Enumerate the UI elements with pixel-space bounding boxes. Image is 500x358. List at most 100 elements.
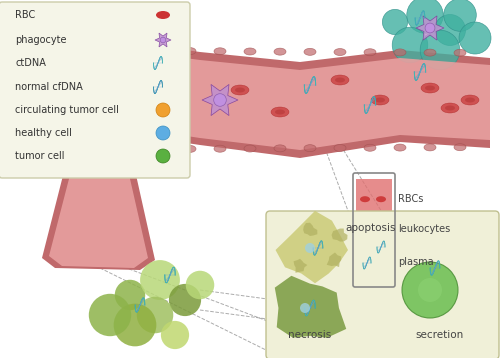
Circle shape bbox=[186, 271, 214, 299]
Circle shape bbox=[382, 9, 407, 35]
Ellipse shape bbox=[274, 48, 286, 55]
Circle shape bbox=[300, 303, 310, 313]
Circle shape bbox=[214, 94, 226, 106]
Polygon shape bbox=[20, 38, 490, 158]
Ellipse shape bbox=[376, 196, 386, 202]
Polygon shape bbox=[42, 148, 155, 270]
Circle shape bbox=[140, 260, 180, 300]
Circle shape bbox=[459, 22, 491, 54]
Ellipse shape bbox=[171, 100, 189, 110]
Polygon shape bbox=[276, 211, 348, 283]
Ellipse shape bbox=[461, 95, 479, 105]
Polygon shape bbox=[332, 228, 347, 242]
Ellipse shape bbox=[34, 146, 46, 153]
Ellipse shape bbox=[214, 48, 226, 55]
Circle shape bbox=[392, 27, 428, 63]
Ellipse shape bbox=[441, 103, 459, 113]
Polygon shape bbox=[49, 148, 148, 268]
Text: leukocytes: leukocytes bbox=[398, 224, 450, 234]
Text: apoptosis: apoptosis bbox=[345, 223, 396, 233]
Ellipse shape bbox=[156, 11, 170, 19]
Ellipse shape bbox=[175, 102, 185, 107]
Ellipse shape bbox=[465, 97, 475, 102]
Circle shape bbox=[160, 37, 166, 43]
Ellipse shape bbox=[424, 49, 436, 56]
Text: plasma: plasma bbox=[398, 257, 434, 267]
Polygon shape bbox=[294, 259, 308, 273]
Ellipse shape bbox=[51, 105, 69, 115]
Circle shape bbox=[89, 294, 131, 336]
Text: ctDNA: ctDNA bbox=[15, 58, 46, 68]
Ellipse shape bbox=[371, 95, 389, 105]
Polygon shape bbox=[20, 47, 490, 150]
Ellipse shape bbox=[235, 87, 245, 92]
Ellipse shape bbox=[364, 144, 376, 151]
Text: secretion: secretion bbox=[415, 330, 463, 340]
Ellipse shape bbox=[304, 48, 316, 55]
Circle shape bbox=[156, 149, 170, 163]
Ellipse shape bbox=[145, 76, 155, 81]
Text: RBC: RBC bbox=[15, 10, 36, 20]
Ellipse shape bbox=[375, 97, 385, 102]
Circle shape bbox=[156, 103, 170, 117]
Ellipse shape bbox=[244, 145, 256, 152]
FancyBboxPatch shape bbox=[356, 238, 392, 284]
Ellipse shape bbox=[331, 75, 349, 85]
Polygon shape bbox=[326, 252, 341, 267]
Ellipse shape bbox=[334, 49, 346, 55]
FancyBboxPatch shape bbox=[356, 179, 392, 219]
Circle shape bbox=[425, 23, 435, 33]
Ellipse shape bbox=[184, 48, 196, 54]
Circle shape bbox=[407, 0, 443, 33]
Ellipse shape bbox=[275, 110, 285, 115]
Circle shape bbox=[420, 30, 460, 70]
Circle shape bbox=[120, 85, 140, 105]
Circle shape bbox=[444, 0, 476, 31]
Circle shape bbox=[161, 321, 189, 349]
Circle shape bbox=[402, 262, 458, 318]
Ellipse shape bbox=[454, 49, 466, 56]
Circle shape bbox=[156, 126, 170, 140]
Ellipse shape bbox=[64, 47, 76, 54]
Ellipse shape bbox=[64, 146, 76, 153]
Text: phagocyte: phagocyte bbox=[15, 35, 66, 45]
Ellipse shape bbox=[421, 83, 439, 93]
Circle shape bbox=[125, 90, 135, 100]
Ellipse shape bbox=[454, 144, 466, 151]
Ellipse shape bbox=[335, 77, 345, 82]
Circle shape bbox=[136, 297, 173, 333]
Ellipse shape bbox=[394, 144, 406, 151]
Text: tumor cell: tumor cell bbox=[15, 151, 64, 161]
Ellipse shape bbox=[154, 146, 166, 153]
Ellipse shape bbox=[34, 47, 46, 54]
Ellipse shape bbox=[364, 49, 376, 56]
Circle shape bbox=[169, 284, 201, 316]
Ellipse shape bbox=[94, 146, 106, 153]
Circle shape bbox=[115, 280, 145, 310]
Ellipse shape bbox=[124, 146, 136, 153]
Circle shape bbox=[418, 278, 442, 302]
Text: necrosis: necrosis bbox=[288, 330, 331, 340]
Circle shape bbox=[305, 243, 315, 253]
Ellipse shape bbox=[71, 80, 89, 90]
Ellipse shape bbox=[304, 145, 316, 152]
Ellipse shape bbox=[360, 196, 370, 202]
Ellipse shape bbox=[425, 86, 435, 91]
Ellipse shape bbox=[424, 144, 436, 151]
Ellipse shape bbox=[154, 47, 166, 54]
Ellipse shape bbox=[184, 145, 196, 153]
Polygon shape bbox=[275, 276, 346, 338]
Polygon shape bbox=[155, 33, 171, 47]
Ellipse shape bbox=[214, 145, 226, 152]
Ellipse shape bbox=[394, 49, 406, 56]
Text: circulating tumor cell: circulating tumor cell bbox=[15, 105, 119, 115]
Ellipse shape bbox=[244, 48, 256, 55]
Ellipse shape bbox=[445, 106, 455, 111]
Circle shape bbox=[434, 14, 466, 45]
FancyBboxPatch shape bbox=[356, 219, 392, 239]
Ellipse shape bbox=[271, 107, 289, 117]
Ellipse shape bbox=[55, 107, 65, 112]
Ellipse shape bbox=[124, 47, 136, 54]
Ellipse shape bbox=[334, 145, 346, 151]
Polygon shape bbox=[416, 16, 444, 40]
